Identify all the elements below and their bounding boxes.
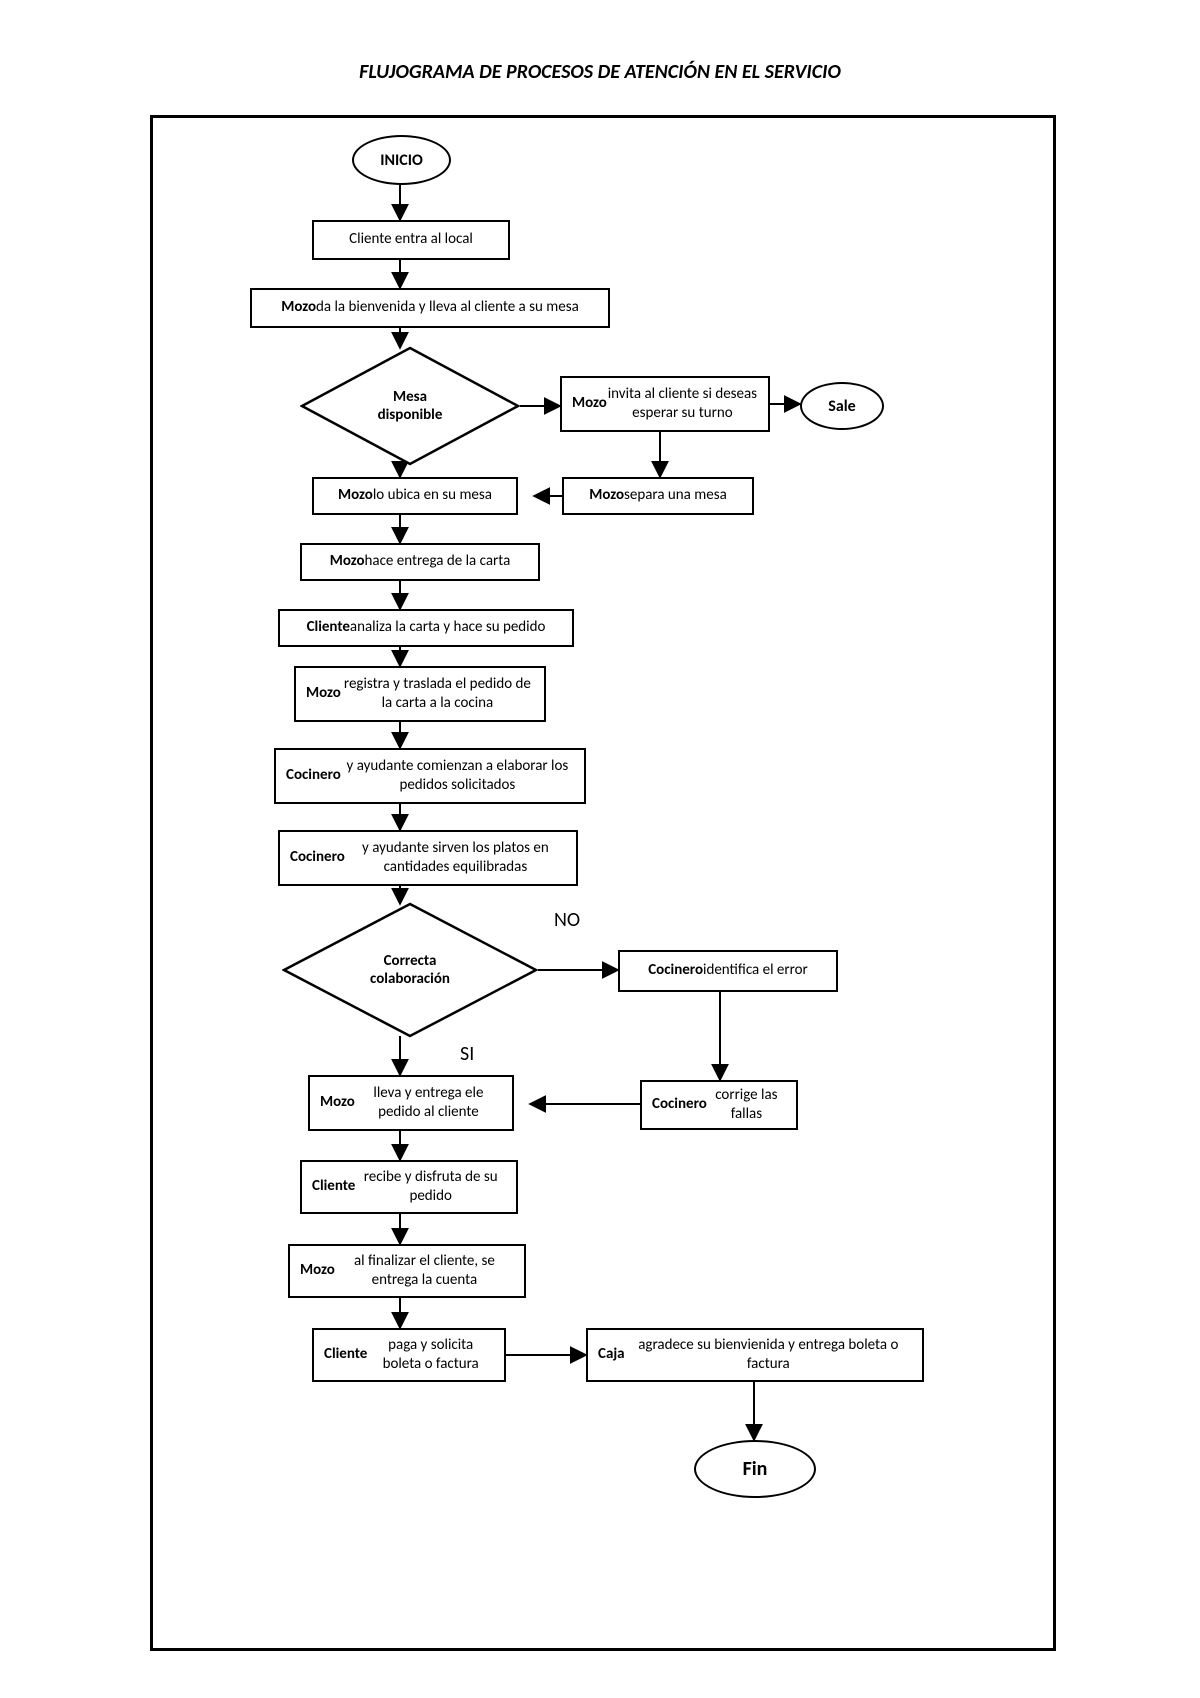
process-n10: Cliente recibe y disfruta de su pedido (300, 1160, 518, 1214)
terminator-sale: Sale (800, 382, 884, 430)
terminator-end: Fin (694, 1440, 816, 1498)
process-n5: Cliente analiza la carta y hace su pedid… (278, 609, 574, 647)
process-n6: Mozo registra y traslada el pedido de la… (294, 666, 546, 722)
process-n9r: Cocinero identifica el error (618, 950, 838, 992)
process-n10r: Cocinero corrige las fallas (640, 1080, 798, 1130)
decision-label: Mesadisponible (300, 346, 520, 466)
process-n3: Mozo lo ubica en su mesa (312, 477, 518, 515)
process-n1: Cliente entra al local (312, 220, 510, 260)
process-n9: Mozo lleva y entrega ele pedido al clien… (308, 1075, 514, 1131)
process-n4r: Mozo separa una mesa (562, 477, 754, 515)
page: FLUJOGRAMA DE PROCESOS DE ATENCIÓN EN EL… (0, 0, 1200, 1698)
process-n13: Caja agradece su bienvienida y entrega b… (586, 1328, 924, 1382)
decision-d2: Correctacolaboración (282, 902, 538, 1038)
decision-label: Correctacolaboración (282, 902, 538, 1038)
process-n2: Mozo da la bienvenida y lleva al cliente… (250, 288, 610, 328)
process-n8: Cocinero y ayudante sirven los platos en… (278, 830, 578, 886)
process-n3r: Mozo invita al cliente si deseas esperar… (560, 376, 770, 432)
branch-label: SI (460, 1042, 474, 1066)
terminator-start: INICIO (352, 135, 451, 185)
process-n12: Cliente paga y solicita boleta o factura (312, 1328, 506, 1382)
decision-d1: Mesadisponible (300, 346, 520, 466)
process-n11: Mozo al finalizar el cliente, se entrega… (288, 1244, 526, 1298)
process-n4: Mozo hace entrega de la carta (300, 543, 540, 581)
branch-label: NO (554, 908, 580, 932)
page-title: FLUJOGRAMA DE PROCESOS DE ATENCIÓN EN EL… (0, 60, 1200, 84)
process-n7: Cocinero y ayudante comienzan a elaborar… (274, 748, 586, 804)
